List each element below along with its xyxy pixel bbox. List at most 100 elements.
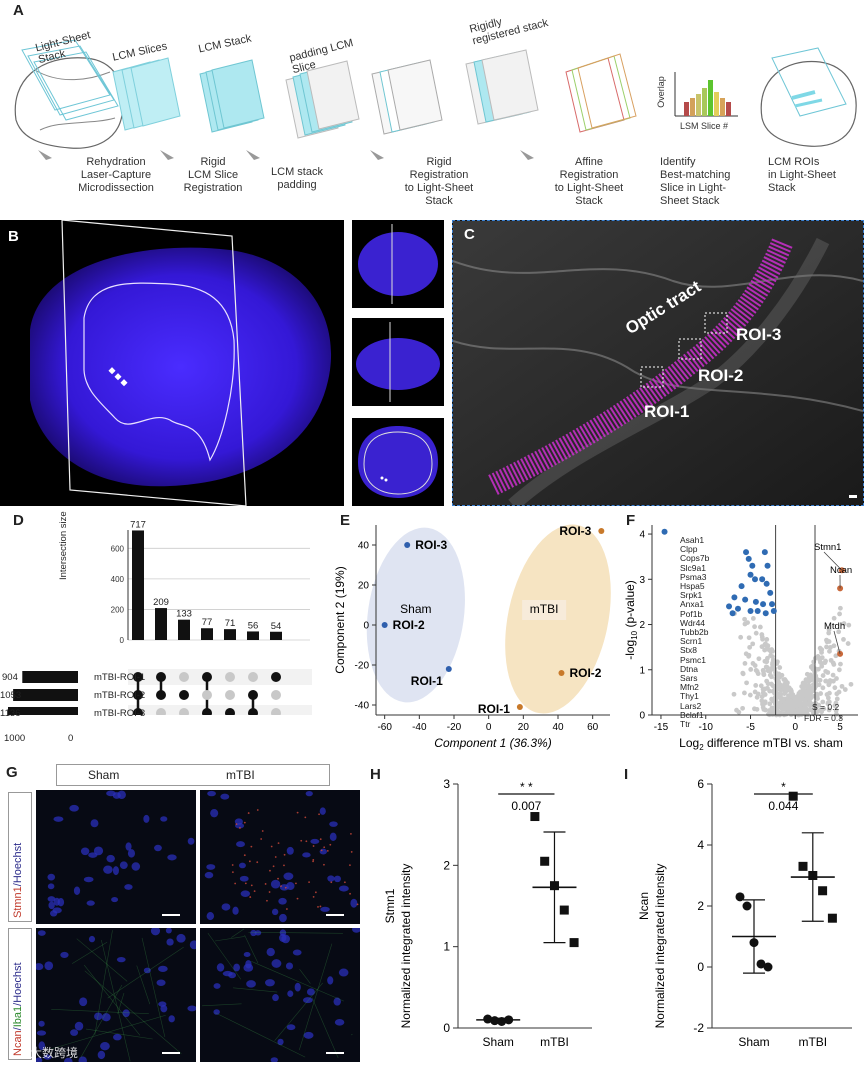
pca-ytick-label: 20 [358,581,370,592]
volcano-bg-point [734,708,739,713]
volcano-bg-point [780,698,785,703]
upset-dot [202,690,212,700]
volcano-gene-label: Ncan [830,565,852,576]
g-row1-stmn1: Stmn1 [12,886,24,918]
volcano-bg-point [759,683,764,688]
volcano-sig-down-point [755,608,761,614]
nucleus [205,872,214,878]
stmn1-signal [250,846,252,848]
micrograph-sham-ncan [36,928,196,1062]
nucleus [79,1056,87,1062]
stmn1-signal [271,846,273,848]
volcano-xtick-label: -15 [654,722,669,733]
upset-ytick: 400 [111,575,125,584]
pca-point [404,542,410,548]
nucleus [81,847,89,855]
pca-ytick-label: 40 [358,541,370,552]
iba1-signal [231,929,244,938]
stmn1-signal [300,840,302,842]
iba1-signal [233,988,277,992]
dotplot-ytick-label: 2 [443,858,450,872]
volcano-sig-down-point [735,606,741,612]
dotplot-category-label: mTBI [540,1035,569,1049]
nucleus [98,1051,105,1059]
stmn1-signal [320,838,322,840]
stmn1-signal [313,845,315,847]
stmn1-signal [323,846,325,848]
upset-bar [201,628,213,640]
stmn1-signal [284,854,286,856]
stmn1-signal [357,903,359,905]
nucleus [334,998,341,1006]
volcano-sig-down-point [753,599,759,605]
volcano-sig-down-point [739,583,745,589]
nucleus [154,845,162,851]
volcano-bg-point [823,669,828,674]
stmn1-signal [312,860,314,862]
nucleus [124,884,132,890]
volcano-bg-point [790,704,795,709]
pca-ytick-label: -40 [355,701,370,712]
volcano-ylabel: -log10 (p-value) [624,580,639,660]
stmn1-signal [249,896,251,898]
nucleus [250,930,256,936]
volcano-bg-point [834,676,839,681]
pca-point-label: ROI-3 [415,538,447,552]
nucleus [190,940,196,949]
upset-ytick: 200 [111,605,125,614]
volcano-bg-point [846,623,851,628]
nucleus [303,997,313,1003]
volcano-ytick-label: 1 [639,665,645,676]
iba1-signal [202,1004,241,1006]
upset-dot [156,672,166,682]
volcano-bg-point [818,678,823,683]
nucleus [113,866,119,875]
volcano-bg-point [840,684,845,689]
volcano-bg-point [744,680,749,685]
nucleus [339,885,349,891]
dotplot-category-label: Sham [483,1035,514,1049]
nucleus [210,809,218,817]
nucleus [223,971,233,976]
upset-bar-label: 54 [271,621,282,632]
dotplot-ylabel-gene: Stmn1 [383,888,397,923]
nucleus [89,936,95,942]
caption-rigid-lcm: Rigid LCM Slice Registration [168,156,258,195]
volcano-bg-point [770,706,775,711]
volcano-bg-point [761,690,766,695]
volcano-bg-point [756,671,761,676]
nucleus [158,966,168,972]
volcano-bg-point [781,704,786,709]
stmn1-signal [260,838,262,840]
stmn1-signal [269,891,271,893]
volcano-bg-point [772,691,777,696]
volcano-sig-down-point [767,590,773,596]
stmn1-signal [244,822,246,824]
nucleus [157,979,166,986]
nucleus [287,990,293,997]
nucleus [70,1029,78,1036]
volcano-bg-point [742,691,747,696]
volcano-bg-point [764,679,769,684]
volcano-bg-point [841,637,846,642]
nucleus [239,863,246,869]
stmn1-signal [269,870,271,872]
nucleus [106,790,116,796]
stmn1-signal [349,893,351,895]
nucleus [244,952,251,957]
volcano-gene-label: Mtdh [824,621,845,632]
volcano-ytick-label: 0 [639,711,645,722]
upset-dot [271,672,281,682]
volcano-bg-point [760,701,765,706]
upset-bar-label: 56 [248,620,259,631]
dotplot-ytick-label: -2 [693,1021,704,1035]
stmn1-signal [236,823,238,825]
nucleus [111,897,118,902]
volcano-ytick-label: 4 [639,530,645,541]
nucleus [50,910,57,916]
volcano-bg-point [800,696,805,701]
volcano-bg-point [742,617,747,622]
caption-best-matching: Identify Best-matching Slice in Light- S… [660,156,760,208]
nucleus [102,1013,111,1021]
pca-point-label: ROI-2 [393,618,425,632]
